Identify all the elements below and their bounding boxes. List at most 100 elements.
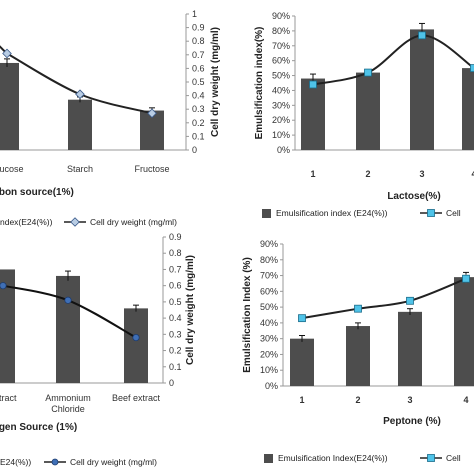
y-tick-label: 20%: [260, 349, 278, 359]
series-line: [0, 45, 153, 115]
y-axis-label: Cell dry weight (mg/ml): [210, 27, 221, 137]
y-tick-label: 0.4: [169, 313, 182, 323]
y-tick-label: 90%: [260, 239, 278, 249]
line-point: [132, 333, 140, 342]
y-tick-label: 0.3: [192, 104, 205, 114]
x-tick-label: 4: [471, 169, 474, 179]
legend-marker: [51, 458, 59, 466]
line-point: [64, 296, 72, 304]
y-axis-label: Emulsification Index (%): [242, 257, 253, 373]
y-tick-label: 0.6: [192, 63, 205, 73]
legend-label: Emulsification index (E24(%)): [276, 208, 388, 218]
y-tick-label: 90%: [272, 11, 290, 21]
y-tick-label: 0.2: [169, 346, 182, 356]
y-tick-label: 60%: [260, 286, 278, 296]
legend-marker: [427, 454, 435, 462]
y-tick-label: 40%: [272, 85, 290, 95]
panel-nitrogen-source: 0 0.1 0.2 0.3 0.4 0.5 0.6 0.7 0.8 0.9 Cell dry wei…: [0, 232, 196, 467]
line-point: [462, 274, 470, 283]
x-tick-label: 2: [365, 169, 370, 179]
y-tick-label: 0%: [265, 381, 278, 391]
x-tick-label: 2: [355, 395, 360, 405]
y-tick-label: 30%: [272, 100, 290, 110]
y-tick-label: 0.8: [169, 248, 182, 258]
legend-swatch-bar: [264, 454, 273, 463]
x-tick-label: 3: [419, 169, 424, 179]
panel-peptone: 0% 10% 20% 30% 40% 50% 60% 70% 80% 90% Emulsificat…: [242, 239, 474, 463]
y-tick-label: 10%: [260, 365, 278, 375]
y-axis-label: Cell dry weight (mg/ml): [185, 255, 196, 365]
legend-label: E24(%)): [0, 457, 31, 467]
y-tick-label: 0.8: [192, 36, 205, 46]
y-tick-label: 0.3: [169, 329, 182, 339]
y-tick-label: 40%: [260, 318, 278, 328]
legend-marker: [427, 209, 435, 217]
x-axis-label: Lactose(%): [387, 191, 440, 202]
line-point: [298, 314, 306, 323]
y-tick-label: 70%: [260, 271, 278, 281]
y-tick-label: 70%: [272, 41, 290, 51]
line-point: [406, 296, 414, 305]
y-tick-label: 50%: [260, 302, 278, 312]
panel-lactose: 0% 10% 20% 30% 40% 50% 60% 70% 80% 90% Emulsificat…: [254, 11, 474, 218]
legend-label: Emulsification Index(E24(%)): [278, 453, 388, 463]
y-tick-label: 0.6: [169, 281, 182, 291]
series-line: [301, 277, 467, 320]
bar: [68, 99, 92, 150]
legend-swatch-bar: [262, 209, 271, 218]
x-tick-label: Glucose: [0, 164, 24, 174]
y-tick-label: 80%: [260, 255, 278, 265]
x-tick-label: Ammonium: [45, 393, 91, 403]
y-tick-label: 50%: [272, 71, 290, 81]
y-tick-label: 30%: [260, 334, 278, 344]
x-tick-label: 1: [299, 395, 304, 405]
line-point: [2, 48, 12, 59]
x-tick-label: 3: [407, 395, 412, 405]
y-tick-label: 0: [169, 378, 174, 388]
y-tick-label: 0: [192, 145, 197, 155]
y-tick-label: 0.5: [169, 297, 182, 307]
line-point: [147, 108, 157, 119]
x-tick-label: 1: [310, 169, 315, 179]
bar: [346, 326, 370, 386]
legend-label: Cell: [446, 208, 461, 218]
x-axis-label: Peptone (%): [383, 416, 441, 427]
bar: [410, 29, 434, 150]
bar: [124, 308, 148, 383]
y-tick-label: 0.9: [192, 23, 205, 33]
legend-label: ndex(E24(%)): [0, 217, 53, 227]
x-tick-label: 4: [463, 395, 468, 405]
y-tick-label: 60%: [272, 56, 290, 66]
y-tick-label: 0%: [277, 145, 290, 155]
y-tick-label: 0.1: [169, 362, 182, 372]
bar: [356, 72, 380, 150]
y-tick-label: 80%: [272, 26, 290, 36]
y-tick-label: 20%: [272, 115, 290, 125]
bar: [0, 269, 15, 383]
line-point: [75, 89, 85, 100]
x-tick-label: extract: [0, 393, 17, 403]
y-tick-label: 0.4: [192, 91, 205, 101]
line-point: [0, 282, 7, 290]
y-axis-label: Emulsification index(%): [254, 27, 265, 140]
bar: [56, 275, 80, 383]
legend-marker: [70, 217, 80, 227]
line-point: [470, 64, 474, 73]
legend-label: Cell dry weight (mg/ml): [90, 217, 177, 227]
bar: [301, 78, 325, 150]
y-tick-label: 0.2: [192, 118, 205, 128]
series-line: [312, 34, 474, 86]
x-tick-label: Fructose: [134, 164, 169, 174]
y-tick-label: 0.7: [169, 264, 182, 274]
y-tick-label: 1: [192, 9, 197, 19]
x-tick-label: Starch: [67, 164, 93, 174]
bar: [462, 68, 474, 150]
y-tick-label: 0.5: [192, 77, 205, 87]
bar: [290, 338, 314, 386]
line-point: [309, 80, 317, 89]
y-tick-label: 0.9: [169, 232, 182, 242]
bar: [398, 311, 422, 386]
bar: [0, 62, 19, 150]
line-point: [354, 304, 362, 313]
